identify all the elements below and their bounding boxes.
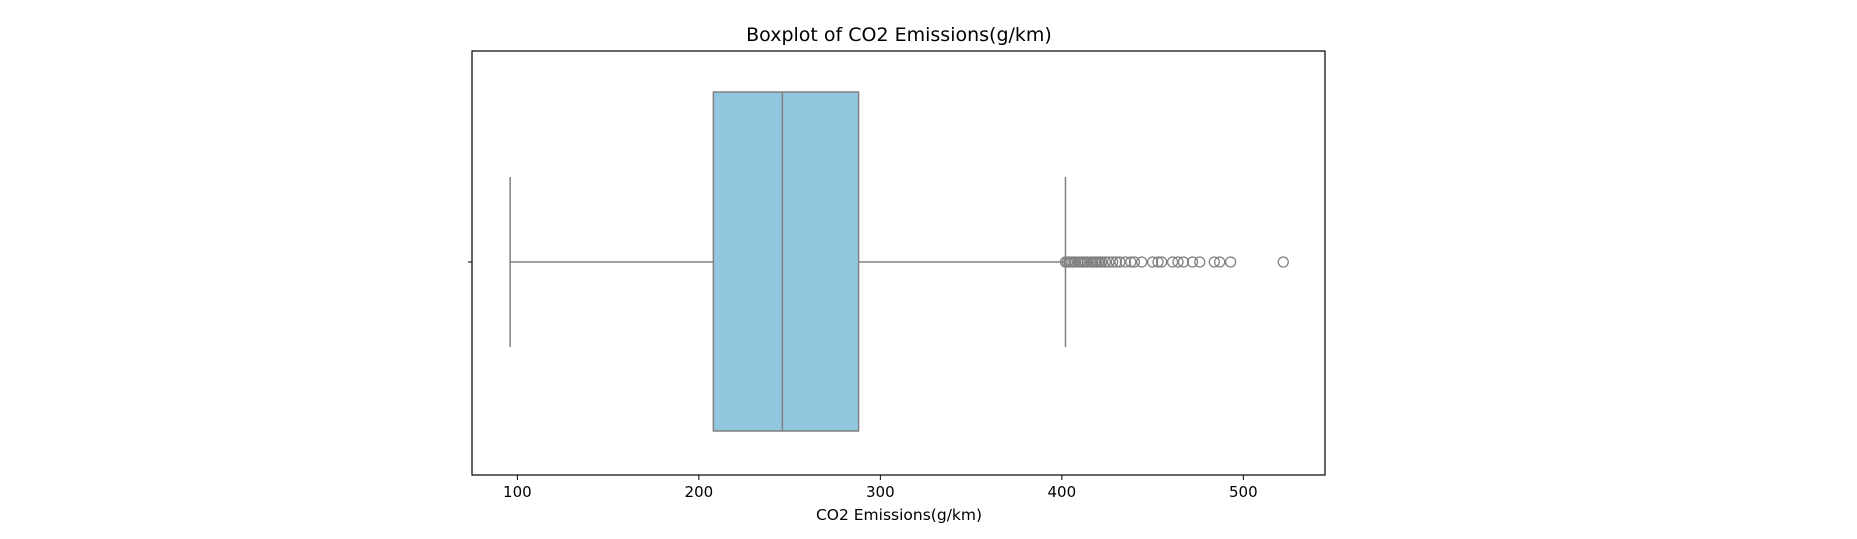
outlier-point — [1068, 256, 1081, 268]
outlier-point — [1119, 256, 1132, 268]
outlier-point — [1103, 256, 1115, 268]
outlier-point — [1186, 256, 1199, 268]
outlier-point — [1172, 256, 1184, 268]
plot-area — [509, 91, 1289, 432]
outlier-point — [1152, 256, 1164, 268]
outlier-point — [1110, 256, 1122, 268]
outlier-point — [1096, 256, 1108, 268]
outlier-point — [1194, 256, 1206, 268]
chart-title: Boxplot of CO2 Emissions(g/km) — [746, 24, 1052, 46]
outlier-point — [1277, 256, 1289, 268]
iqr-box — [712, 91, 860, 432]
outlier-point — [1114, 256, 1126, 268]
outlier-point — [1208, 256, 1220, 268]
outlier-point — [1081, 256, 1093, 268]
outlier-point — [1224, 256, 1237, 268]
x-tick-label: 300 — [866, 483, 895, 501]
outlier-point — [1125, 256, 1137, 268]
outlier-point — [1128, 256, 1141, 268]
plot-frame — [471, 50, 1326, 476]
outlier-point — [1099, 256, 1112, 268]
x-axis-label: CO2 Emissions(g/km) — [816, 506, 982, 524]
x-tick-label: 500 — [1229, 483, 1258, 501]
outlier-point — [1107, 256, 1119, 268]
x-axis: 100 200 300 400 500 — [468, 261, 1258, 501]
outlier-point — [1156, 256, 1168, 268]
outlier-point — [1166, 256, 1179, 268]
outlier-point — [1214, 256, 1226, 268]
x-tick-label: 200 — [685, 483, 714, 501]
outlier-point — [1146, 256, 1159, 268]
outlier-point — [1177, 256, 1190, 268]
outlier-point — [1136, 256, 1148, 268]
x-tick-label: 400 — [1048, 483, 1077, 501]
x-tick-label: 100 — [503, 483, 532, 501]
